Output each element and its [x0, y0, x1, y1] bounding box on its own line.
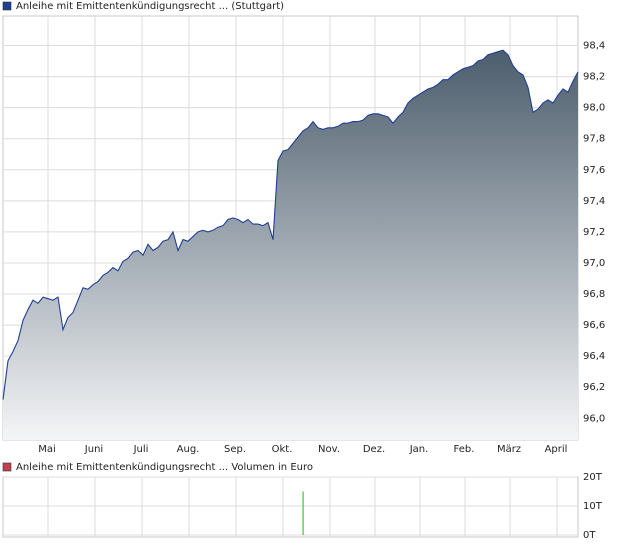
y-tick-label: 97,4	[583, 196, 605, 207]
y-tick-label: 10T	[583, 501, 603, 512]
x-tick-label: Feb.	[454, 444, 475, 455]
x-tick-label: Jan.	[409, 444, 429, 455]
x-tick-label: Mai	[38, 444, 56, 455]
x-tick-label: April	[545, 444, 568, 455]
x-tick-label: Okt.	[272, 444, 293, 455]
x-tick-label: Juni	[84, 444, 103, 455]
legend-label: Anleihe mit Emittentenkündigungsrecht ..…	[16, 462, 313, 473]
y-tick-label: 98,4	[583, 41, 605, 52]
x-tick-label: März	[497, 444, 521, 455]
x-tick-label: Sep.	[224, 444, 246, 455]
y-tick-label: 0T	[583, 530, 596, 541]
plot-frame	[2, 476, 579, 538]
bar	[302, 491, 304, 535]
y-tick-label: 96,0	[583, 413, 605, 424]
y-tick-label: 98,2	[583, 72, 605, 83]
y-tick-label: 98,0	[583, 103, 605, 114]
legend-label: Anleihe mit Emittentenkündigungsrecht ..…	[16, 1, 284, 12]
y-tick-label: 96,6	[583, 320, 605, 331]
y-tick-label: 97,2	[583, 227, 605, 238]
legend-swatch	[2, 1, 12, 11]
line	[2, 49, 579, 400]
y-tick-label: 97,6	[583, 165, 605, 176]
y-tick-label: 96,4	[583, 351, 605, 362]
x-tick-label: Juli	[133, 444, 149, 455]
y-tick-label: 96,2	[583, 382, 605, 393]
x-tick-label: Dez.	[363, 444, 385, 455]
area	[3, 50, 578, 440]
y-tick-label: 96,8	[583, 289, 605, 300]
y-tick-label: 97,8	[583, 134, 605, 145]
x-tick-label: Nov.	[318, 444, 340, 455]
legend-swatch	[2, 462, 12, 472]
y-tick-label: 20T	[583, 472, 603, 483]
x-tick-label: Aug.	[177, 444, 200, 455]
y-tick-label: 97,0	[583, 258, 605, 269]
